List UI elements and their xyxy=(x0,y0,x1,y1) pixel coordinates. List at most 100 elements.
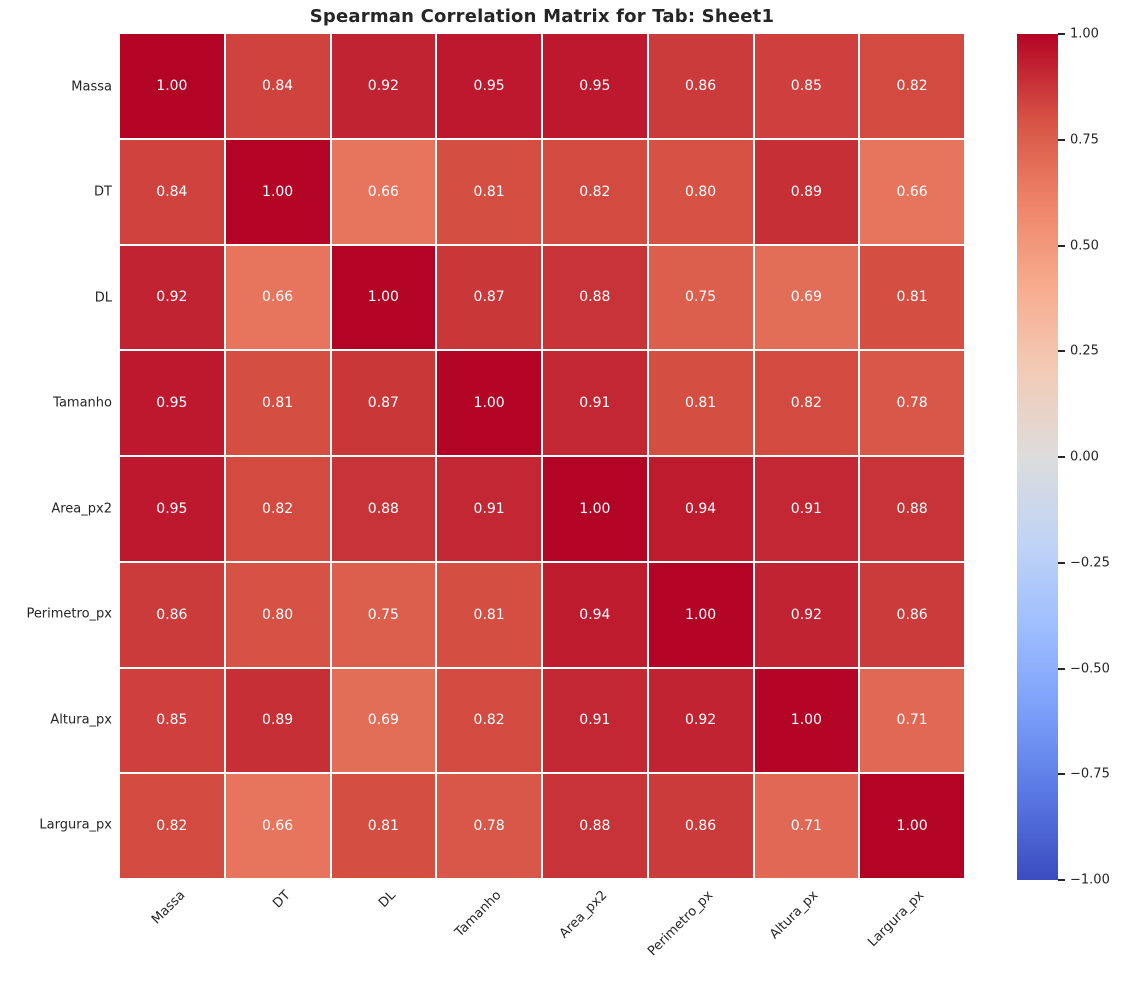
colorbar-tick-label-0.75: 0.75 xyxy=(1070,132,1099,148)
heatmap-cell-Altura_px-Largura_px: 0.71 xyxy=(860,668,964,773)
cell-value: 0.82 xyxy=(473,712,505,729)
heatmap-cell-Massa-Tamanho: 0.95 xyxy=(437,34,541,138)
heatmap-cell-Area_px2-Perimetro_px: 0.94 xyxy=(648,457,753,561)
colorbar-tick-mark xyxy=(1058,879,1065,881)
cell-value: 0.89 xyxy=(790,183,822,200)
heatmap-cell-Perimetro_px-DT: 0.80 xyxy=(225,562,330,667)
cell-value: 0.84 xyxy=(156,183,188,200)
y-tick-label-Tamanho: Tamanho xyxy=(53,395,112,411)
heatmap-cell-Altura_px-Tamanho: 0.82 xyxy=(437,668,541,773)
cell-value: 0.86 xyxy=(685,818,717,835)
cell-value: 0.94 xyxy=(685,500,717,517)
x-tick-label-DL: DL xyxy=(376,888,400,911)
cell-value: 0.82 xyxy=(156,818,188,835)
cell-value: 0.71 xyxy=(790,818,822,835)
heatmap-cell-Tamanho-DL: 0.87 xyxy=(331,351,436,455)
heatmap-cell-Altura_px-Massa: 0.85 xyxy=(120,668,224,773)
heatmap-cell-Perimetro_px-Altura_px: 0.92 xyxy=(754,562,859,667)
colorbar-tick-mark xyxy=(1058,138,1065,141)
colorbar-tick-label-0.50: 0.50 xyxy=(1070,238,1099,253)
heatmap-cell-Massa-DT: 0.84 xyxy=(225,34,330,138)
cell-value: 0.75 xyxy=(685,289,717,306)
cell-value: 0.81 xyxy=(262,395,294,412)
heatmap-cell-Massa-Largura_px: 0.82 xyxy=(860,34,964,138)
heatmap-cell-DL-Largura_px: 0.81 xyxy=(860,245,964,350)
cell-value: 0.91 xyxy=(790,500,822,517)
heatmap-cell-Altura_px-Area_px2: 0.91 xyxy=(543,668,647,773)
cell-value: 0.95 xyxy=(156,395,188,412)
colorbar-tick-mark xyxy=(1058,33,1065,35)
chart-title: Spearman Correlation Matrix for Tab: She… xyxy=(309,6,775,27)
y-tick-label-DT: DT xyxy=(94,184,112,200)
cell-value: 0.82 xyxy=(896,77,928,94)
heatmap-cell-Massa-Massa: 1.00 xyxy=(120,34,224,138)
heatmap-cell-Largura_px-Area_px2: 0.88 xyxy=(543,774,647,878)
heatmap-cell-DL-Perimetro_px: 0.75 xyxy=(648,245,753,350)
cell-value: 0.88 xyxy=(367,500,399,517)
heatmap-cell-DL-Area_px2: 0.88 xyxy=(543,245,647,350)
colorbar-tick-label-0.00: 0.00 xyxy=(1070,449,1099,465)
heatmap-cell-Tamanho-DT: 0.81 xyxy=(225,351,330,455)
heatmap-cell-Area_px2-Area_px2: 1.00 xyxy=(543,457,647,561)
heatmap-cell-Altura_px-DT: 0.89 xyxy=(225,668,330,773)
cell-value: 0.69 xyxy=(367,712,399,729)
heatmap-cell-Largura_px-Perimetro_px: 0.86 xyxy=(648,774,753,878)
cell-value: 1.00 xyxy=(473,395,505,412)
cell-value: 0.71 xyxy=(896,712,928,729)
cell-value: 0.91 xyxy=(473,500,505,517)
heatmap-cell-Tamanho-Massa: 0.95 xyxy=(120,351,224,455)
cell-value: 1.00 xyxy=(262,183,294,200)
heatmap-cell-DT-Perimetro_px: 0.80 xyxy=(648,139,753,244)
y-axis-tick-labels: Massa DT DL Tamanho Area_px2 Perimetro_px Altu… xyxy=(0,34,112,878)
cell-value: 0.94 xyxy=(579,606,611,623)
cell-value: 0.82 xyxy=(262,500,294,517)
cell-value: 0.66 xyxy=(367,183,399,200)
cell-value: 1.00 xyxy=(685,606,717,623)
cell-value: 0.92 xyxy=(790,606,822,623)
y-tick-label-Perimetro_px: Perimetro_px xyxy=(26,606,112,622)
colorbar-tick-label-−0.75: −0.75 xyxy=(1070,766,1110,782)
heatmap-cell-Tamanho-Largura_px: 0.78 xyxy=(860,351,964,455)
cell-value: 1.00 xyxy=(579,500,611,517)
heatmap-cell-DT-Largura_px: 0.66 xyxy=(860,139,964,244)
y-tick-label-Altura_px: Altura_px xyxy=(50,712,112,728)
cell-value: 0.84 xyxy=(262,77,294,94)
y-tick-label-Massa: Massa xyxy=(71,79,112,95)
heatmap-cell-Massa-Altura_px: 0.85 xyxy=(754,34,859,138)
heatmap-cell-Massa-Perimetro_px: 0.86 xyxy=(648,34,753,138)
cell-value: 1.00 xyxy=(896,818,928,835)
heatmap-cell-Largura_px-Largura_px: 1.00 xyxy=(860,774,964,878)
colorbar: 1.00 0.75 0.50 0.25 0.00 −0.25 −0.50 −0.75 −1.00 xyxy=(1017,27,1110,888)
heatmap-cell-Largura_px-Massa: 0.82 xyxy=(120,774,224,878)
heatmap-cell-Largura_px-DL: 0.81 xyxy=(331,774,436,878)
x-tick-label-Perimetro_px: Perimetro_px xyxy=(644,888,716,960)
heatmap-cell-DL-Altura_px: 0.69 xyxy=(754,245,859,350)
cell-value: 1.00 xyxy=(790,712,822,729)
cell-value: 0.81 xyxy=(896,289,928,306)
heatmap-cell-Tamanho-Perimetro_px: 0.81 xyxy=(648,351,753,455)
cell-value: 0.95 xyxy=(579,77,611,94)
x-tick-label-DT: DT xyxy=(270,888,294,912)
heatmap-cell-Largura_px-Altura_px: 0.71 xyxy=(754,774,859,878)
x-tick-label-Tamanho: Tamanho xyxy=(452,888,505,941)
heatmap-cell-Area_px2-Altura_px: 0.91 xyxy=(754,457,859,561)
cell-value: 0.80 xyxy=(685,183,717,200)
cell-value: 0.86 xyxy=(156,606,188,623)
heatmap-cell-DL-DT: 0.66 xyxy=(225,245,330,350)
x-tick-label-Massa: Massa xyxy=(148,888,189,928)
heatmap-cell-Perimetro_px-Tamanho: 0.81 xyxy=(437,562,541,667)
cell-value: 0.88 xyxy=(579,289,611,306)
cell-value: 1.00 xyxy=(156,77,188,94)
heatmap-cell-Perimetro_px-Massa: 0.86 xyxy=(120,562,224,667)
heatmap-cell-Perimetro_px-Area_px2: 0.94 xyxy=(543,562,647,667)
cell-value: 0.66 xyxy=(262,289,294,306)
heatmap-cell-DL-DL: 1.00 xyxy=(331,245,436,350)
heatmap-cell-Perimetro_px-Perimetro_px: 1.00 xyxy=(648,562,753,667)
cell-value: 0.66 xyxy=(896,183,928,200)
x-axis-tick-labels: Massa DT DL Tamanho Area_px2 Perimetro_px Altu… xyxy=(120,882,964,982)
colorbar-tick-label-1.00: 1.00 xyxy=(1070,26,1099,42)
colorbar-tick-mark xyxy=(1058,350,1065,353)
cell-value: 0.78 xyxy=(896,395,928,412)
cell-value: 0.81 xyxy=(473,183,505,200)
